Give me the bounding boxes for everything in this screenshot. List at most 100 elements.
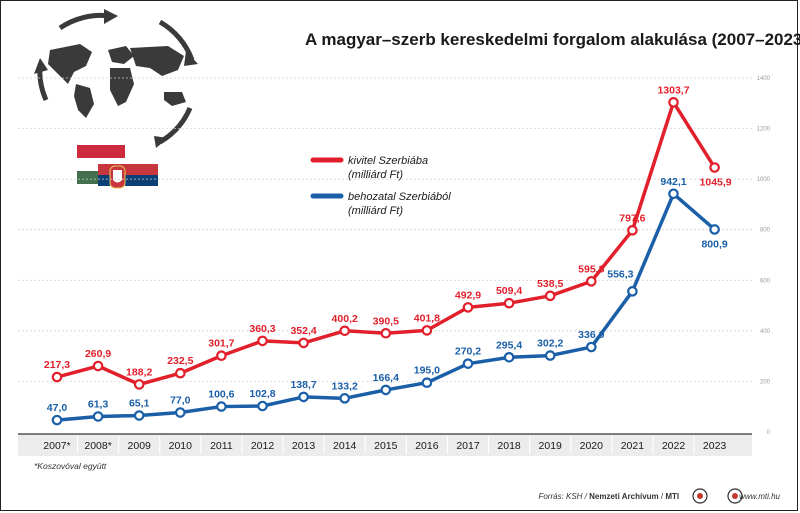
export-point bbox=[503, 297, 515, 309]
y-tick-label: 1400 bbox=[757, 76, 771, 82]
serbia-flag-icon bbox=[98, 164, 158, 197]
import-point bbox=[627, 286, 638, 297]
x-tick-label: 2010 bbox=[169, 440, 193, 452]
import-data-label: 77,0 bbox=[170, 395, 191, 407]
import-point bbox=[462, 358, 474, 369]
import-point bbox=[298, 391, 309, 403]
x-tick-label: 2009 bbox=[128, 440, 152, 452]
export-data-label: 352,4 bbox=[290, 325, 316, 337]
import-data-label: 100,6 bbox=[208, 389, 234, 401]
import-point bbox=[339, 393, 350, 404]
x-tick-label: 2023 bbox=[703, 440, 727, 452]
source-agency: MTI bbox=[665, 492, 679, 501]
import-point bbox=[668, 188, 679, 200]
import-data-label: 102,8 bbox=[249, 388, 275, 400]
import-data-label: 800,9 bbox=[701, 238, 727, 250]
import-data-label: 270,2 bbox=[455, 346, 481, 358]
import-point bbox=[216, 401, 227, 412]
export-point bbox=[668, 97, 679, 108]
legend-export-line-1: kivitel Szerbiába bbox=[348, 155, 428, 167]
x-tick-label: 2012 bbox=[251, 440, 275, 452]
legend-import-line-2: (milliárd Ft) bbox=[348, 205, 403, 217]
export-point bbox=[175, 367, 186, 379]
legend-item-export: kivitel Szerbiába (milliárd Ft) bbox=[310, 155, 428, 181]
x-tick-label: 2014 bbox=[333, 440, 357, 452]
export-data-label: 217,3 bbox=[44, 359, 70, 371]
y-tick-label: 600 bbox=[760, 278, 771, 284]
x-tick-label: 2013 bbox=[292, 440, 316, 452]
import-data-label: 166,4 bbox=[373, 372, 399, 384]
import-data-label: 65,1 bbox=[129, 398, 150, 410]
x-tick-label: 2008* bbox=[84, 440, 111, 452]
import-point bbox=[544, 350, 556, 361]
x-tick-label: 2021 bbox=[621, 440, 645, 452]
import-data-label: 61,3 bbox=[88, 398, 109, 410]
import-data-label: 942,1 bbox=[660, 176, 686, 188]
export-point bbox=[133, 379, 145, 390]
x-axis-band bbox=[18, 434, 752, 456]
export-data-label: 595,8 bbox=[578, 263, 604, 275]
y-tick-label: 0 bbox=[767, 430, 771, 436]
x-tick-label: 2007* bbox=[43, 440, 70, 452]
import-point bbox=[51, 414, 63, 426]
export-data-label: 232,5 bbox=[167, 355, 193, 367]
import-data-label: 302,2 bbox=[537, 338, 563, 350]
export-data-label: 538,5 bbox=[537, 278, 563, 290]
export-data-label: 492,9 bbox=[455, 289, 481, 301]
export-point bbox=[51, 371, 63, 383]
import-point bbox=[92, 411, 104, 422]
export-point bbox=[339, 325, 350, 337]
export-data-label: 797,6 bbox=[619, 212, 645, 224]
x-tick-label: 2017 bbox=[456, 440, 480, 452]
x-tick-label: 2022 bbox=[662, 440, 686, 452]
import-point bbox=[503, 352, 515, 363]
y-tick-label: 800 bbox=[760, 228, 771, 234]
x-tick-label: 2019 bbox=[539, 440, 563, 452]
export-data-label: 188,2 bbox=[126, 366, 152, 378]
x-tick-label: 2020 bbox=[580, 440, 604, 452]
legend: kivitel Szerbiába (milliárd Ft) behozata… bbox=[310, 155, 451, 217]
source-prefix: Forrás: KSH / bbox=[538, 492, 589, 501]
source-separator: / bbox=[659, 492, 666, 501]
export-data-label: 1303,7 bbox=[657, 84, 689, 96]
export-point bbox=[380, 327, 392, 339]
legend-export-line-2: (milliárd Ft) bbox=[348, 169, 403, 181]
export-data-label: 401,8 bbox=[414, 312, 440, 324]
export-point bbox=[462, 302, 474, 313]
y-tick-label: 200 bbox=[760, 379, 771, 385]
import-data-label: 47,0 bbox=[47, 402, 68, 414]
footnote: *Koszovóval együtt bbox=[34, 461, 107, 471]
y-tick-label: 1200 bbox=[757, 127, 771, 133]
source-archive: Nemzeti Archívum bbox=[589, 492, 659, 501]
import-data-label: 295,4 bbox=[496, 339, 522, 351]
import-point bbox=[709, 224, 720, 235]
y-tick-label: 400 bbox=[760, 329, 771, 335]
import-point bbox=[380, 384, 392, 396]
chart-title: A magyar–szerb kereskedelmi forgalom ala… bbox=[305, 30, 800, 49]
export-point bbox=[544, 290, 556, 302]
export-data-label: 400,2 bbox=[332, 313, 358, 325]
export-data-label: 1045,9 bbox=[700, 177, 732, 189]
export-point bbox=[627, 225, 638, 236]
export-data-label: 260,9 bbox=[85, 348, 111, 360]
export-point bbox=[298, 337, 309, 349]
import-data-label: 138,7 bbox=[290, 379, 316, 391]
y-tick-label: 1000 bbox=[757, 177, 771, 183]
import-data-label: 556,3 bbox=[607, 268, 633, 280]
import-data-label: 336,0 bbox=[578, 329, 604, 341]
world-map-icon bbox=[34, 9, 198, 148]
import-point bbox=[133, 410, 145, 421]
export-data-label: 301,7 bbox=[208, 338, 234, 350]
export-point bbox=[421, 325, 433, 336]
legend-item-import: behozatal Szerbiából (milliárd Ft) bbox=[310, 191, 451, 217]
export-point bbox=[216, 350, 227, 362]
export-point bbox=[709, 162, 720, 173]
x-tick-label: 2018 bbox=[497, 440, 521, 452]
legend-import-line-1: behozatal Szerbiából bbox=[348, 191, 451, 203]
import-point bbox=[585, 341, 597, 353]
import-data-label: 133,2 bbox=[332, 380, 358, 392]
export-data-label: 360,3 bbox=[249, 323, 275, 335]
import-point bbox=[421, 377, 433, 388]
